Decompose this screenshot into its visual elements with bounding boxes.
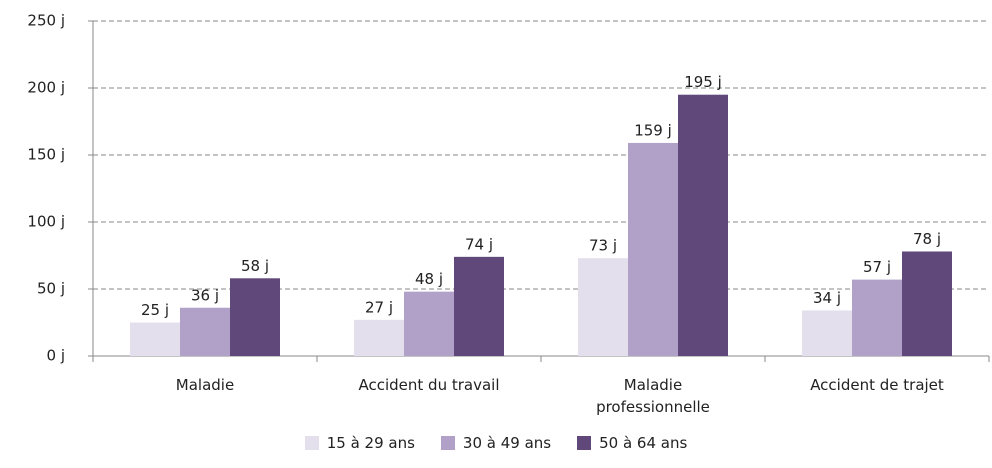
data-label: 159 j: [634, 121, 672, 139]
bar: [130, 322, 180, 356]
legend-label: 50 à 64 ans: [599, 434, 688, 452]
x-tick-label: Accident de trajet: [810, 376, 944, 394]
legend-label: 15 à 29 ans: [326, 434, 415, 452]
legend: 15 à 29 ans 30 à 49 ans 50 à 64 ans: [0, 434, 992, 452]
bar: [230, 278, 280, 356]
x-tick-label: Maladie: [175, 376, 235, 394]
bar: [852, 279, 902, 356]
legend-item: 50 à 64 ans: [577, 434, 687, 452]
data-label: 48 j: [415, 270, 443, 288]
bar: [404, 291, 454, 356]
legend-swatch: [440, 436, 455, 450]
legend-item: 30 à 49 ans: [440, 434, 552, 452]
data-label: 195 j: [684, 73, 722, 91]
y-tick-label: 150 j: [27, 146, 65, 164]
legend-label: 30 à 49 ans: [462, 434, 552, 452]
x-tick-label: Accident du travail: [358, 376, 500, 394]
data-label: 25 j: [141, 301, 169, 319]
legend-swatch: [304, 436, 319, 450]
legend-swatch: [577, 436, 592, 450]
bar: [454, 256, 504, 356]
bar: [628, 142, 678, 356]
bar: [902, 251, 952, 356]
y-tick-label: 50 j: [37, 280, 65, 298]
data-label: 34 j: [813, 289, 841, 307]
data-label: 78 j: [913, 230, 941, 248]
y-tick-label: 0 j: [47, 347, 65, 365]
y-tick-label: 100 j: [27, 213, 65, 231]
bar: [354, 319, 404, 356]
bar: [578, 258, 628, 356]
data-label: 58 j: [241, 257, 269, 275]
data-label: 57 j: [863, 258, 891, 276]
y-tick-label: 200 j: [27, 79, 65, 97]
x-tick-label: Maladie professionnelle: [596, 376, 710, 416]
y-tick-label: 250 j: [27, 12, 65, 30]
legend-item: 15 à 29 ans: [304, 434, 415, 452]
data-label: 73 j: [589, 237, 617, 255]
data-label: 36 j: [191, 286, 219, 304]
chart: 0 j 50 j 100 j 150 j 200 j 250 j 25 j 36 j 58 j 2…: [27, 12, 990, 365]
data-label: 27 j: [365, 298, 393, 316]
data-label: 74 j: [465, 235, 493, 253]
bar: [802, 310, 852, 356]
bar: [180, 307, 230, 356]
bar: [678, 94, 728, 356]
